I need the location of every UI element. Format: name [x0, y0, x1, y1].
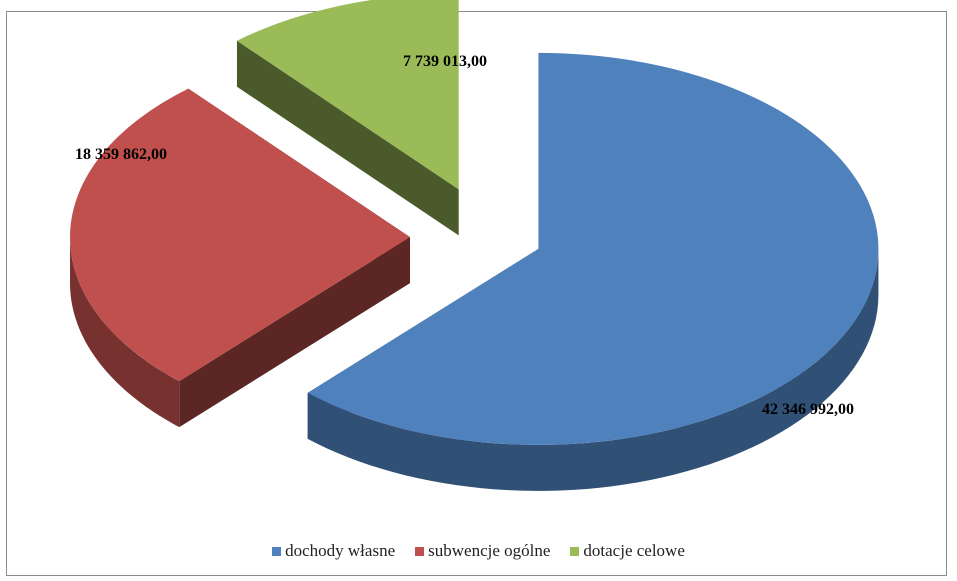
legend-item-dochody-wlasne: dochody własne [272, 541, 395, 561]
legend-item-subwencje-ogolne: subwencje ogólne [415, 541, 550, 561]
legend-swatch [272, 546, 282, 556]
legend-swatch [415, 546, 425, 556]
pie-slice-subwencje-ogolne [70, 88, 411, 428]
data-label-dotacje-celowe: 7 739 013,00 [403, 53, 487, 70]
legend-swatch [570, 546, 580, 556]
data-label-dochody-wlasne: 42 346 992,00 [762, 401, 854, 418]
pie-slice-dochody-wlasne [307, 52, 879, 491]
legend-label: dochody własne [285, 541, 396, 560]
legend-label: dotacje celowe [583, 541, 685, 560]
legend: dochody własne subwencje ogólne dotacje ce… [0, 538, 957, 564]
data-label-subwencje-ogolne: 18 359 862,00 [75, 146, 167, 163]
legend-item-dotacje-celowe: dotacje celowe [570, 541, 685, 561]
pie-slice-dotacje-celowe [236, 0, 459, 236]
legend-label: subwencje ogólne [428, 541, 551, 560]
